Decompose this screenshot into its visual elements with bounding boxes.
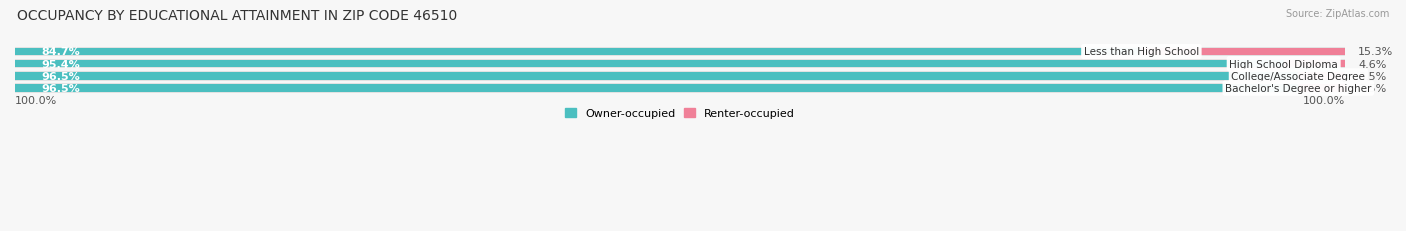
Bar xyxy=(15,72,1346,81)
Bar xyxy=(15,73,1298,80)
Text: OCCUPANCY BY EDUCATIONAL ATTAINMENT IN ZIP CODE 46510: OCCUPANCY BY EDUCATIONAL ATTAINMENT IN Z… xyxy=(17,9,457,23)
Bar xyxy=(15,85,1298,93)
Bar xyxy=(1298,85,1346,93)
Text: 3.5%: 3.5% xyxy=(1358,84,1386,94)
Text: High School Diploma: High School Diploma xyxy=(1229,59,1339,69)
Bar xyxy=(1298,73,1346,80)
Bar xyxy=(15,60,1346,69)
Text: Bachelor's Degree or higher: Bachelor's Degree or higher xyxy=(1225,84,1371,94)
Text: 84.7%: 84.7% xyxy=(42,47,80,57)
Bar xyxy=(15,49,1142,56)
Text: 3.5%: 3.5% xyxy=(1358,72,1386,82)
Bar xyxy=(1142,49,1346,56)
Text: 15.3%: 15.3% xyxy=(1358,47,1393,57)
Bar xyxy=(15,48,1346,57)
Text: College/Associate Degree: College/Associate Degree xyxy=(1232,72,1365,82)
Bar xyxy=(1284,61,1346,68)
Text: 95.4%: 95.4% xyxy=(42,59,80,69)
Bar xyxy=(15,61,1284,68)
Text: 96.5%: 96.5% xyxy=(42,84,80,94)
Legend: Owner-occupied, Renter-occupied: Owner-occupied, Renter-occupied xyxy=(565,108,794,119)
Text: 96.5%: 96.5% xyxy=(42,72,80,82)
Bar xyxy=(15,84,1346,94)
Text: 100.0%: 100.0% xyxy=(15,96,58,106)
Text: 4.6%: 4.6% xyxy=(1358,59,1386,69)
Text: 100.0%: 100.0% xyxy=(1302,96,1346,106)
Text: Source: ZipAtlas.com: Source: ZipAtlas.com xyxy=(1285,9,1389,19)
Text: Less than High School: Less than High School xyxy=(1084,47,1199,57)
